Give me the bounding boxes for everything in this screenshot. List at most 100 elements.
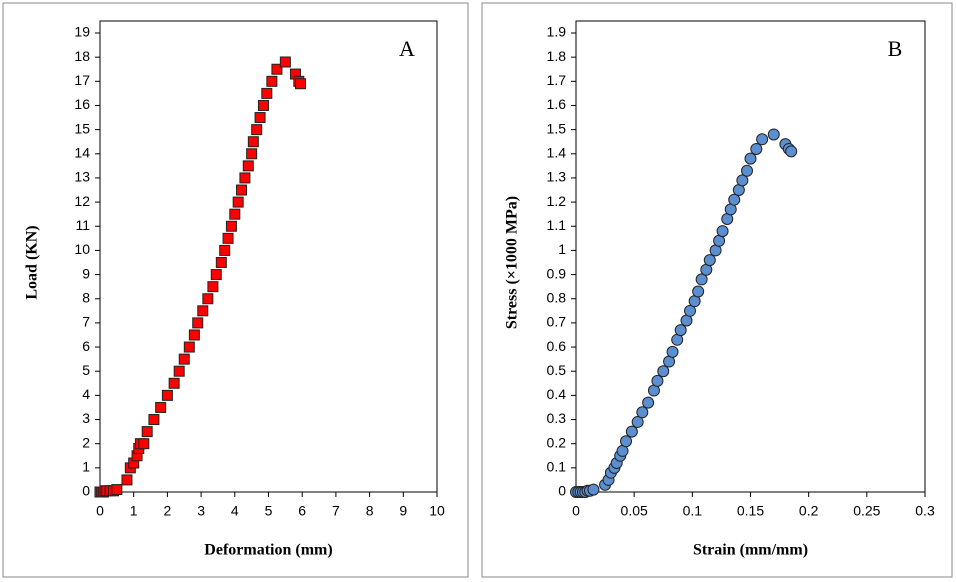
point <box>587 483 600 496</box>
y-tick-label: 2 <box>82 434 90 450</box>
point <box>266 75 278 87</box>
x-tick-label: 0.2 <box>799 503 819 519</box>
y-axis-label: Load (KN) <box>24 225 41 299</box>
x-tick-label: 4 <box>231 503 239 519</box>
y-tick-label: 19 <box>74 24 90 40</box>
point <box>257 99 269 111</box>
point <box>703 254 716 267</box>
point <box>261 87 273 99</box>
x-tick-label: 5 <box>265 503 273 519</box>
point <box>188 329 200 341</box>
point <box>155 401 167 413</box>
y-tick-label: 0 <box>558 483 566 499</box>
y-axis-label: Stress (×1000 MPa) <box>504 196 521 329</box>
point <box>232 196 244 208</box>
point <box>210 269 222 281</box>
x-tick-label: 10 <box>429 503 445 519</box>
point <box>251 124 263 136</box>
point <box>207 281 219 293</box>
y-tick-label: 0.4 <box>547 386 567 402</box>
point <box>121 474 133 486</box>
point <box>247 136 259 148</box>
x-tick-label: 8 <box>366 503 374 519</box>
point <box>620 435 633 448</box>
y-tick-label: 3 <box>82 410 90 426</box>
point <box>684 304 697 317</box>
y-tick-label: 0.1 <box>547 459 567 475</box>
point <box>625 425 638 438</box>
point <box>666 345 679 358</box>
y-tick-label: 0.3 <box>547 410 567 426</box>
x-tick-label: 0.25 <box>853 503 880 519</box>
point <box>651 374 664 387</box>
y-tick-label: 0.2 <box>547 434 567 450</box>
point <box>728 193 741 206</box>
point <box>148 414 160 426</box>
point <box>636 406 649 419</box>
point <box>141 426 153 438</box>
y-tick-label: 17 <box>74 72 90 88</box>
y-tick-label: 1.4 <box>547 144 567 160</box>
y-tick-label: 0 <box>82 483 90 499</box>
point <box>716 225 729 238</box>
y-tick-label: 0.9 <box>547 265 567 281</box>
plot-area <box>575 20 926 493</box>
x-tick-label: 6 <box>298 503 306 519</box>
y-tick-label: 1.2 <box>547 193 567 209</box>
y-tick-label: 1 <box>82 459 90 475</box>
x-tick-label: 0 <box>96 503 104 519</box>
y-tick-label: 12 <box>74 193 90 209</box>
y-tick-label: 13 <box>74 169 90 185</box>
y-tick-label: 1 <box>558 241 566 257</box>
point <box>111 484 123 496</box>
y-tick-label: 0.7 <box>547 314 567 330</box>
point <box>750 142 763 155</box>
y-tick-label: 4 <box>82 386 90 402</box>
point <box>736 174 749 187</box>
point <box>219 244 231 256</box>
x-tick-label: 0.15 <box>737 503 764 519</box>
y-tick-label: 18 <box>74 48 90 64</box>
y-tick-label: 7 <box>82 314 90 330</box>
point <box>246 148 258 160</box>
point <box>197 305 209 317</box>
x-tick-label: 3 <box>197 503 205 519</box>
point <box>225 220 237 232</box>
y-tick-label: 5 <box>82 362 90 378</box>
annotation: A <box>399 36 415 61</box>
point <box>239 172 251 184</box>
y-tick-label: 14 <box>74 144 90 160</box>
y-tick-label: 0.5 <box>547 362 567 378</box>
y-tick-label: 1.6 <box>547 96 567 112</box>
y-tick-label: 1.7 <box>547 72 567 88</box>
point <box>767 128 780 141</box>
point <box>254 112 266 124</box>
y-tick-label: 1.1 <box>547 217 567 233</box>
point <box>161 389 173 401</box>
y-tick-label: 11 <box>75 217 90 233</box>
y-tick-label: 1.8 <box>547 48 567 64</box>
point <box>279 56 291 68</box>
x-axis-label: Deformation (mm) <box>204 542 332 559</box>
point <box>178 353 190 365</box>
x-tick-label: 0.05 <box>621 503 648 519</box>
panel-frame <box>2 2 469 578</box>
point <box>242 160 254 172</box>
x-tick-label: 1 <box>130 503 138 519</box>
point <box>271 63 283 75</box>
y-tick-label: 9 <box>82 265 90 281</box>
y-tick-label: 15 <box>74 120 90 136</box>
point <box>692 285 705 298</box>
point <box>215 257 227 268</box>
point <box>674 324 687 337</box>
point <box>695 273 708 286</box>
point <box>631 415 644 428</box>
point <box>173 365 185 377</box>
point <box>229 208 241 220</box>
point <box>785 145 798 158</box>
point <box>222 232 234 244</box>
y-tick-label: 10 <box>74 241 90 257</box>
x-tick-label: 0 <box>572 503 580 519</box>
point <box>138 438 150 450</box>
